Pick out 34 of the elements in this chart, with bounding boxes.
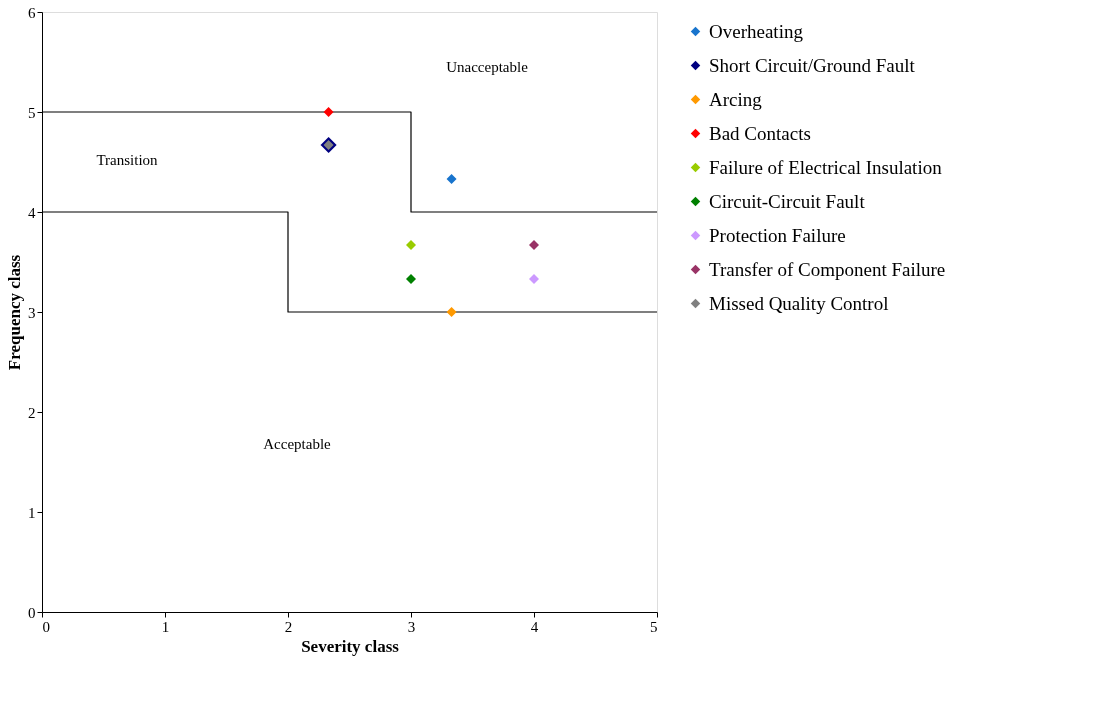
x-tick-label: 5: [650, 618, 658, 635]
x-tick-label: 1: [161, 618, 170, 635]
point: [323, 107, 334, 117]
y-axis-title: Frequency class: [5, 254, 24, 371]
x-axis-title: Severity class: [301, 636, 400, 656]
annotation: Transition: [96, 152, 159, 168]
legend-label: Circuit-Circuit Fault: [709, 190, 866, 212]
legend-label: Bad Contacts: [709, 122, 811, 144]
legend-label: Arcing: [709, 88, 763, 110]
x-tick-label: 0: [42, 618, 50, 635]
x-tick-label: 3: [407, 618, 416, 635]
legend-label: Short Circuit/Ground Fault: [709, 54, 916, 76]
annotation: Acceptable: [263, 436, 332, 452]
point: [406, 274, 416, 284]
x-tick-label: 4: [530, 618, 539, 635]
y-tick-label: 1: [28, 504, 36, 521]
y-tick-label: 0: [28, 604, 36, 621]
legend-label: Failure of Electrical Insulation: [709, 156, 943, 178]
y-tick-label: 6: [28, 4, 36, 21]
y-tick-label: 4: [28, 204, 36, 221]
legend-label: Transfer of Component Failure: [709, 258, 946, 280]
point: [446, 174, 457, 184]
y-tick-label: 3: [28, 304, 36, 321]
legend-label: Protection Failure: [709, 224, 846, 246]
legend-label: Missed Quality Control: [709, 292, 889, 314]
annotation: Unacceptable: [446, 59, 529, 75]
point: [446, 307, 457, 317]
point: [406, 240, 416, 250]
y-tick-label: 5: [28, 104, 36, 121]
point: [529, 274, 539, 284]
x-tick-label: 2: [284, 618, 293, 635]
y-tick-label: 2: [28, 404, 36, 421]
point: [529, 240, 539, 250]
legend-label: Overheating: [709, 20, 804, 42]
